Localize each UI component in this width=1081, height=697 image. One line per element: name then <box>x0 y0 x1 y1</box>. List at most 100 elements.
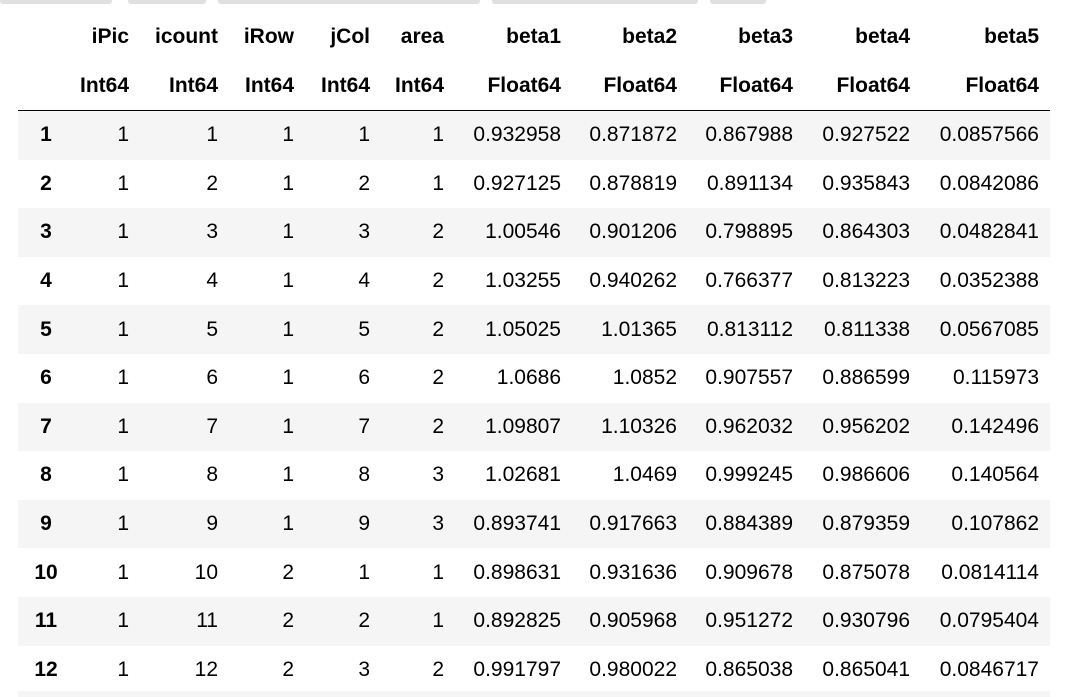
table-cell: 6 <box>140 353 229 403</box>
row-index: 4 <box>18 256 74 306</box>
table-cell: 1.02681 <box>455 451 572 500</box>
table-cell: 1 <box>305 110 381 160</box>
column-type: Float64 <box>804 61 921 111</box>
row-index: 11 <box>18 596 74 646</box>
column-header[interactable]: iPic <box>91 24 129 48</box>
table-cell: 2 <box>229 596 305 646</box>
column-header[interactable]: icount <box>155 24 218 48</box>
toolbar-button-stub[interactable] <box>492 0 698 4</box>
column-header[interactable]: jCol <box>330 24 370 48</box>
table-cell: 1 <box>229 499 305 549</box>
column-type-row: Int64 Int64 Int64 Int64 Int64 Float64 Float64 F… <box>18 61 1050 111</box>
table-cell: 0.892825 <box>455 596 572 646</box>
table-cell: 0.0795404 <box>921 596 1050 646</box>
table-row: 10 1 10 2 1 1 0.898631 0.931636 0.909678 0.875078… <box>18 548 1050 597</box>
table-cell: 0.875078 <box>804 548 921 597</box>
dataframe-table: iPic icount iRow jCol area beta1 beta2 beta3 bet… <box>18 12 1050 695</box>
table-cell: 0.0482841 <box>921 208 1050 257</box>
table-cell: 3 <box>305 645 381 695</box>
table-cell: 0.867988 <box>688 110 804 160</box>
table-cell: 6 <box>305 353 381 403</box>
table-cell: 1 <box>381 548 455 597</box>
table-cell: 1 <box>74 305 140 354</box>
table-cell: 11 <box>140 596 229 646</box>
toolbar-button-stub[interactable] <box>218 0 480 4</box>
table-cell: 0.986606 <box>804 451 921 500</box>
table-cell: 1 <box>74 256 140 306</box>
table-cell: 3 <box>381 451 455 500</box>
table-cell: 0.865041 <box>804 645 921 695</box>
table-cell: 0.956202 <box>804 402 921 452</box>
table-cell: 0.886599 <box>804 353 921 403</box>
table-cell: 10 <box>140 548 229 597</box>
column-header[interactable]: beta1 <box>506 24 561 48</box>
toolbar-button-stub[interactable] <box>0 0 112 4</box>
column-header[interactable]: area <box>400 24 444 48</box>
table-row: 3 1 3 1 3 2 1.00546 0.901206 0.798895 0.864303 0.0… <box>18 208 1050 257</box>
table-cell: 0.932958 <box>455 110 572 160</box>
table-cell: 1 <box>74 402 140 452</box>
table-cell: 0.865038 <box>688 645 804 695</box>
column-type: Int64 <box>229 61 305 111</box>
column-name-row: iPic icount iRow jCol area beta1 beta2 beta3 bet… <box>18 12 1050 61</box>
row-index: 5 <box>18 305 74 354</box>
column-header[interactable]: beta4 <box>855 24 910 48</box>
table-cell: 1.00546 <box>455 208 572 257</box>
table-row: 2 1 2 1 2 1 0.927125 0.878819 0.891134 0.935843 0.… <box>18 159 1050 209</box>
index-header <box>18 12 74 61</box>
column-header[interactable]: beta3 <box>738 24 793 48</box>
table-cell: 5 <box>140 305 229 354</box>
column-type: Float64 <box>688 61 804 111</box>
table-cell: 0.864303 <box>804 208 921 257</box>
toolbar-button-stub[interactable] <box>128 0 206 4</box>
table-cell: 0.909678 <box>688 548 804 597</box>
table-cell: 1 <box>229 305 305 354</box>
table-cell: 0.930796 <box>804 596 921 646</box>
table-cell: 0.813112 <box>688 305 804 354</box>
table-cell: 7 <box>305 402 381 452</box>
column-type: Float64 <box>455 61 572 111</box>
table-row: 7 1 7 1 7 2 1.09807 1.10326 0.962032 0.956202 0.14… <box>18 402 1050 452</box>
table-cell: 1 <box>381 159 455 209</box>
table-cell: 1 <box>381 596 455 646</box>
table-cell: 1 <box>74 451 140 500</box>
table-cell: 3 <box>140 208 229 257</box>
toolbar-button-stub[interactable] <box>710 0 766 4</box>
table-cell: 2 <box>229 645 305 695</box>
row-index: 10 <box>18 548 74 597</box>
table-cell: 1 <box>229 402 305 452</box>
table-cell: 0.951272 <box>688 596 804 646</box>
table-cell: 0.878819 <box>572 159 688 209</box>
column-header[interactable]: beta5 <box>984 24 1039 48</box>
table-cell: 1 <box>229 159 305 209</box>
row-index: 12 <box>18 645 74 695</box>
table-cell: 1 <box>74 353 140 403</box>
row-index: 3 <box>18 208 74 257</box>
table-cell: 1 <box>74 159 140 209</box>
table-cell: 2 <box>381 402 455 452</box>
row-index: 2 <box>18 159 74 209</box>
table-cell: 9 <box>305 499 381 549</box>
table-cell: 2 <box>381 645 455 695</box>
table-cell: 3 <box>381 499 455 549</box>
column-type: Float64 <box>572 61 688 111</box>
table-row: 4 1 4 1 4 2 1.03255 0.940262 0.766377 0.813223 0.0… <box>18 256 1050 306</box>
column-header[interactable]: iRow <box>243 24 294 48</box>
column-type: Float64 <box>921 61 1050 111</box>
table-cell: 1 <box>381 110 455 160</box>
table-cell: 0.980022 <box>572 645 688 695</box>
table-cell: 1 <box>74 596 140 646</box>
table-cell: 0.766377 <box>688 256 804 306</box>
table-cell: 0.0352388 <box>921 256 1050 306</box>
table-cell: 1.0469 <box>572 451 688 500</box>
table-cell: 0.0814114 <box>921 548 1050 597</box>
table-cell: 8 <box>140 451 229 500</box>
table-row: 5 1 5 1 5 2 1.05025 1.01365 0.813112 0.811338 0.05… <box>18 305 1050 354</box>
table-cell: 1 <box>229 208 305 257</box>
index-header <box>18 61 74 111</box>
row-index: 9 <box>18 499 74 549</box>
column-header[interactable]: beta2 <box>622 24 677 48</box>
table-cell: 2 <box>381 353 455 403</box>
table-cell: 0.107862 <box>921 499 1050 549</box>
table-cell: 1 <box>74 645 140 695</box>
